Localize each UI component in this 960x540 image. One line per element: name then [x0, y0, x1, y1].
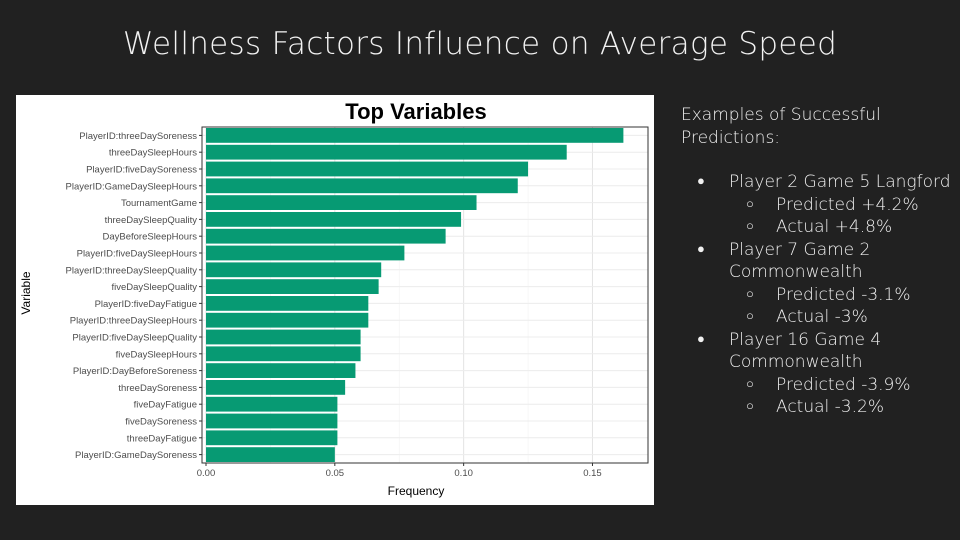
y-tick-label: threeDaySleepHours — [109, 148, 197, 159]
bar — [206, 363, 356, 378]
y-tick-label: threeDaySleepQuality — [105, 215, 198, 226]
x-tick-label: 0.00 — [197, 468, 216, 479]
example-label: Player 7 Game 2 Commonwealth — [729, 239, 871, 283]
bar — [206, 128, 624, 143]
y-tick-label: PlayerID:GameDaySleepHours — [66, 181, 198, 192]
y-tick-label: fiveDaySleepHours — [116, 349, 198, 360]
bar — [206, 312, 369, 328]
y-tick-label: PlayerID:fiveDaySleepHours — [77, 249, 198, 260]
bar — [206, 228, 446, 244]
predicted-value: Predicted +4.2% — [729, 194, 951, 217]
bar — [206, 413, 338, 429]
bar — [206, 447, 335, 462]
bar — [206, 245, 405, 261]
examples-panel: Examples of Successful Predictions: Play… — [681, 104, 951, 419]
example-label: Player 2 Game 5 Langford — [729, 172, 951, 192]
predicted-value: Predicted -3.9% — [729, 374, 951, 397]
y-tick-label: threeDayFatigue — [127, 433, 197, 444]
bar — [206, 380, 346, 395]
y-tick-label: PlayerID:fiveDaySleepQuality — [72, 333, 197, 344]
actual-value: Actual -3.2% — [729, 396, 951, 419]
predicted-value: Predicted -3.1% — [729, 284, 951, 307]
bar — [206, 396, 338, 412]
x-tick-label: 0.10 — [454, 468, 473, 479]
y-tick-label: PlayerID:threeDaySleepHours — [70, 316, 198, 327]
y-tick-label: PlayerID:threeDaySleepQuality — [66, 265, 198, 276]
plot-border — [201, 126, 649, 464]
x-axis-label: Frequency — [388, 484, 445, 498]
y-tick-label: PlayerID:fiveDaySoreness — [86, 165, 197, 176]
y-tick-label: PlayerID:GameDaySoreness — [75, 450, 197, 461]
y-tick-label: fiveDaySleepQuality — [111, 282, 197, 293]
bar — [206, 212, 462, 227]
bar — [206, 195, 477, 210]
bar — [206, 329, 361, 345]
bar — [206, 144, 567, 160]
y-tick-label: PlayerID:DayBeforeSoreness — [73, 366, 197, 377]
bar — [206, 346, 361, 362]
bar — [206, 178, 518, 194]
y-tick-label: TournamentGame — [121, 198, 197, 209]
bar — [206, 279, 379, 294]
example-details: Predicted -3.1% Actual -3% — [729, 284, 951, 329]
bar — [206, 161, 529, 177]
bar — [206, 296, 369, 311]
example-item: Player 7 Game 2 Commonwealth Predicted -… — [681, 239, 951, 329]
actual-value: Actual +4.8% — [729, 216, 951, 239]
actual-value: Actual -3% — [729, 306, 951, 329]
chart-panel: Top Variables Frequency Variable PlayerI… — [16, 95, 654, 505]
y-axis-label: Variable — [19, 271, 33, 314]
y-tick-label: DayBeforeSleepHours — [102, 232, 197, 243]
examples-heading: Examples of Successful Predictions: — [681, 105, 881, 148]
bar — [206, 262, 382, 278]
y-tick-label: PlayerID:fiveDayFatigue — [95, 299, 197, 310]
examples-list: Player 2 Game 5 Langford Predicted +4.2%… — [681, 171, 951, 419]
x-tick-label: 0.05 — [326, 468, 345, 479]
bar — [206, 430, 338, 446]
y-tick-label: fiveDaySoreness — [125, 417, 197, 428]
chart-title: Top Variables — [345, 99, 486, 124]
top-variables-chart: Top Variables Frequency Variable PlayerI… — [19, 99, 649, 498]
example-item: Player 2 Game 5 Langford Predicted +4.2%… — [681, 171, 951, 239]
example-label: Player 16 Game 4 Commonwealth — [729, 329, 882, 373]
example-item: Player 16 Game 4 Commonwealth Predicted … — [681, 329, 951, 419]
slide-title: Wellness Factors Influence on Average Sp… — [122, 26, 838, 62]
example-details: Predicted -3.9% Actual -3.2% — [729, 374, 951, 419]
y-tick-label: threeDaySoreness — [118, 383, 197, 394]
x-tick-label: 0.15 — [583, 468, 602, 479]
y-tick-label: PlayerID:threeDaySoreness — [79, 131, 197, 142]
example-details: Predicted +4.2% Actual +4.8% — [729, 194, 951, 239]
y-tick-label: fiveDayFatigue — [134, 400, 197, 411]
